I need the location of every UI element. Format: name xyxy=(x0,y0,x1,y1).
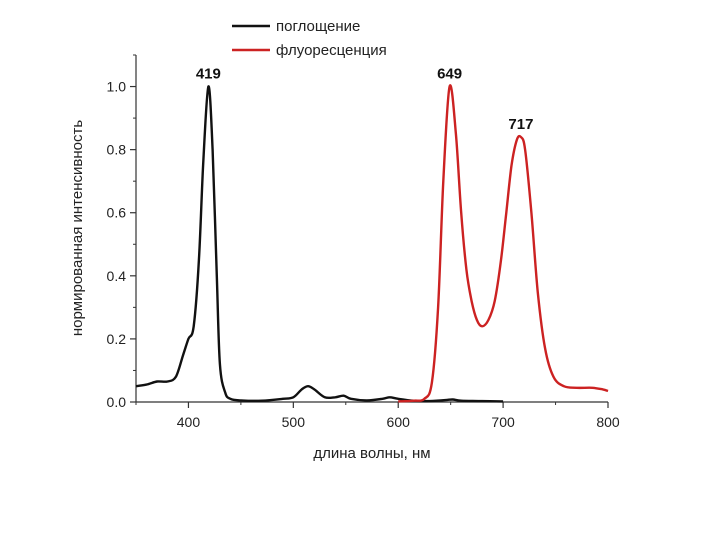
peak-label: 419 xyxy=(196,66,221,83)
plot-area xyxy=(135,84,609,403)
peak-label: 717 xyxy=(508,116,533,133)
fluorescence-series-line xyxy=(398,84,609,403)
x-tick-label: 600 xyxy=(387,414,411,430)
y-tick-label: 0.4 xyxy=(107,268,127,284)
absorption-series-line xyxy=(135,85,504,403)
legend-entry-label: флуоресценция xyxy=(276,42,387,59)
y-tick-label: 0.8 xyxy=(107,142,127,158)
legend-entry-label: поглощение xyxy=(276,18,360,35)
x-tick-label: 400 xyxy=(177,414,201,430)
x-axis-label: длина волны, нм xyxy=(313,445,430,462)
y-tick-label: 0.2 xyxy=(107,331,127,347)
y-tick-label: 1.0 xyxy=(107,79,127,95)
y-axis-label: нормированная интенсивность xyxy=(69,120,86,337)
x-tick-label: 500 xyxy=(282,414,306,430)
y-tick-label: 0.6 xyxy=(107,205,127,221)
x-tick-label: 800 xyxy=(596,414,620,430)
axes: 400 500 600 700 800 0.0 0.2 0.4 0.6 0.8 1.0 xyxy=(107,54,620,430)
x-tick-label: 700 xyxy=(491,414,515,430)
peak-labels: 419 649 717 xyxy=(196,66,534,133)
peak-label: 649 xyxy=(437,66,462,83)
legend: поглощение флуоресценция xyxy=(232,18,387,59)
y-tick-label: 0.0 xyxy=(107,394,127,410)
